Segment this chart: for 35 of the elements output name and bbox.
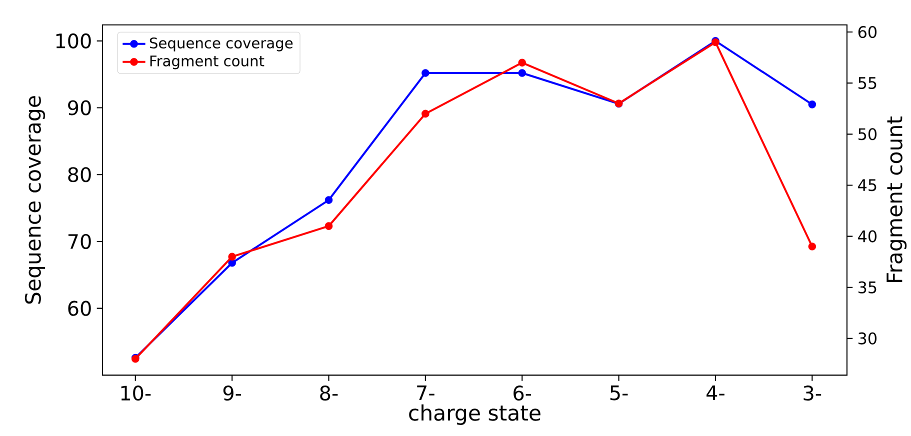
x-tick-label: 3-: [804, 386, 822, 401]
point: [422, 110, 430, 118]
y2-tick-label: 60: [858, 26, 877, 38]
y2-tick-label: 50: [858, 128, 877, 140]
y2-tick-label: 55: [858, 77, 876, 90]
x-tick-label: 4-: [706, 386, 724, 400]
point: [228, 259, 236, 267]
x-tick-label: 10-: [121, 386, 151, 401]
point: [808, 242, 816, 250]
y2-tick-label: 35: [858, 281, 876, 294]
y2-tick-label: 40: [858, 230, 877, 242]
x-tick-label: 5-: [610, 386, 628, 400]
point: [228, 252, 236, 261]
y-tick-label: 90: [68, 100, 91, 116]
x-axis-title: charge state: [409, 404, 540, 425]
y2-axis-title: Fragment count: [886, 116, 907, 282]
y2-tick-label: 30: [858, 332, 877, 344]
point: [808, 100, 816, 108]
legend-label: Sequence coverage: [150, 38, 293, 52]
point: [324, 196, 333, 204]
point: [518, 69, 526, 77]
x-tick-label: 6-: [514, 386, 532, 401]
legend-label: Fragment count: [150, 56, 264, 70]
x-tick-label: 7-: [417, 386, 434, 400]
y-tick-label: 70: [68, 234, 91, 250]
y-tick-label: 80: [68, 167, 91, 182]
y2-tick-label: 45: [858, 179, 876, 192]
point: [422, 69, 430, 77]
point: [518, 58, 526, 67]
x-tick-label: 9-: [223, 386, 242, 401]
y-axis-title: Sequence coverage: [24, 96, 46, 304]
y-tick-label: 60: [68, 300, 91, 316]
point: [324, 222, 333, 230]
y-tick-label: 100: [56, 33, 91, 48]
x-tick-label: 8-: [320, 386, 338, 401]
